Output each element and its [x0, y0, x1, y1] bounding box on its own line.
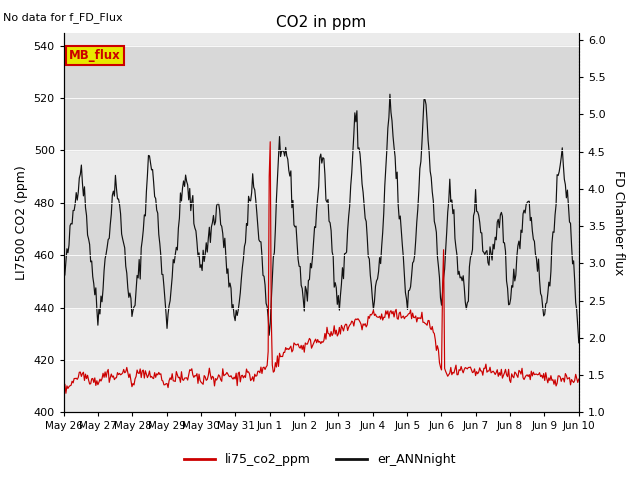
- Text: No data for f_FD_Flux: No data for f_FD_Flux: [3, 12, 123, 23]
- Bar: [64, 46, 579, 150]
- Bar: [64, 203, 579, 308]
- Text: MB_flux: MB_flux: [69, 49, 121, 62]
- Y-axis label: LI7500 CO2 (ppm): LI7500 CO2 (ppm): [15, 165, 28, 280]
- Legend: li75_co2_ppm, er_ANNnight: li75_co2_ppm, er_ANNnight: [179, 448, 461, 471]
- Y-axis label: FD Chamber flux: FD Chamber flux: [612, 170, 625, 275]
- Title: CO2 in ppm: CO2 in ppm: [276, 15, 367, 30]
